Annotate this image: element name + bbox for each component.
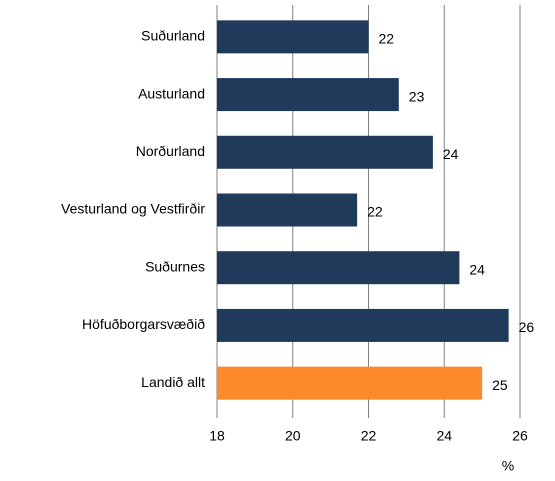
y-tick-label: Vesturland og Vestfirðir — [61, 201, 205, 217]
y-tick-label: Suðurnes — [145, 258, 205, 274]
bar — [217, 251, 460, 285]
x-tick-label: 20 — [285, 428, 301, 444]
data-label: 24 — [443, 146, 459, 162]
bar — [217, 135, 433, 169]
data-label: 23 — [409, 88, 425, 104]
x-tick-label: 24 — [436, 428, 452, 444]
bar — [217, 78, 399, 112]
y-tick-label: Austurland — [138, 85, 205, 101]
x-tick-label: 22 — [361, 428, 377, 444]
y-tick-label: Höfuðborgarsvæðið — [82, 316, 205, 332]
x-tick-label: 26 — [512, 428, 528, 444]
data-label: 25 — [492, 377, 508, 393]
y-tick-label: Landið allt — [141, 374, 205, 390]
data-label: 22 — [367, 204, 383, 220]
data-label: 22 — [379, 31, 395, 47]
bar — [217, 20, 369, 54]
data-label: 24 — [469, 261, 485, 277]
y-tick-label: Suðurland — [141, 28, 205, 44]
x-tick-label: 18 — [209, 428, 225, 444]
bar — [217, 366, 483, 400]
x-axis-label: % — [502, 458, 514, 474]
y-tick-label: Norðurland — [136, 143, 205, 159]
bar — [217, 193, 358, 227]
data-label: 26 — [519, 319, 535, 335]
bar — [217, 308, 509, 342]
